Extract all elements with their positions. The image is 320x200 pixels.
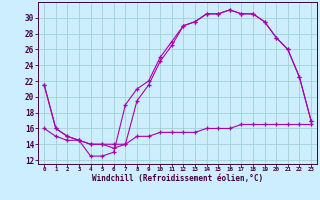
X-axis label: Windchill (Refroidissement éolien,°C): Windchill (Refroidissement éolien,°C) — [92, 174, 263, 183]
